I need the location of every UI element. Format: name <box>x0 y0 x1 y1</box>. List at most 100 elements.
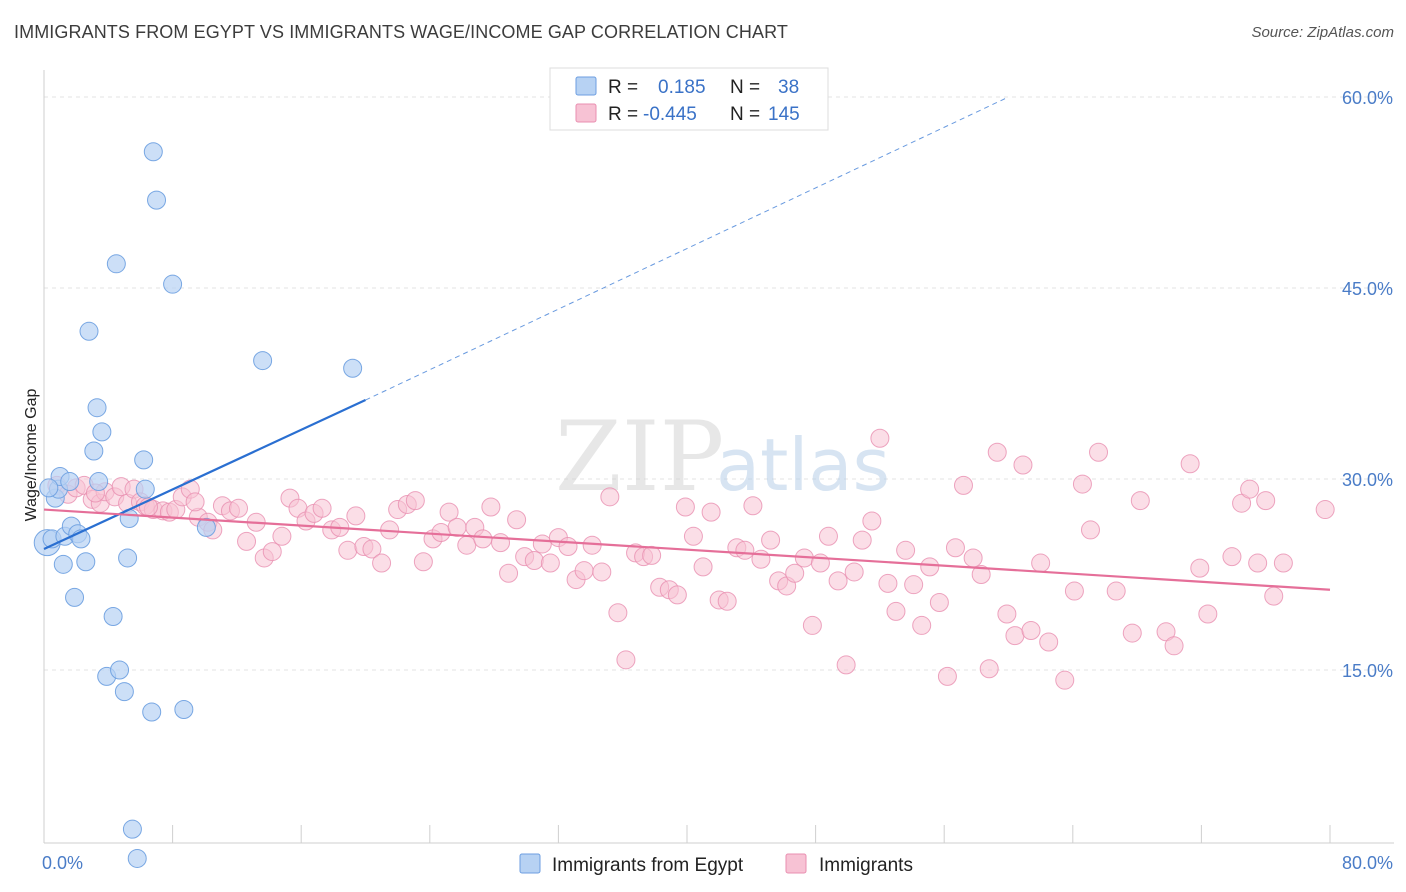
immigrants-point <box>693 557 713 577</box>
immigrants-point <box>667 585 687 605</box>
bottom-legend-swatch-egypt <box>519 853 541 874</box>
immigrants-point <box>717 591 737 611</box>
egypt-point <box>142 702 162 722</box>
egypt-point <box>253 351 273 371</box>
immigrants-point <box>431 522 451 542</box>
immigrants-point <box>852 530 872 550</box>
immigrants-point <box>1256 491 1276 511</box>
immigrants-point <box>953 475 973 495</box>
y-tick-label: 30.0% <box>1342 470 1393 490</box>
immigrants-point <box>1190 558 1210 578</box>
immigrants-point <box>338 540 358 560</box>
immigrants-point <box>912 615 932 635</box>
y-axis-label: Wage/Income Gap <box>23 389 40 522</box>
immigrants-point <box>862 511 882 531</box>
immigrants-point <box>920 557 940 577</box>
egypt-point <box>76 552 96 572</box>
immigrants-point <box>1089 442 1109 462</box>
source-label: Source: ZipAtlas.com <box>1251 24 1394 41</box>
immigrants-point <box>272 526 292 546</box>
immigrants-point <box>1248 553 1268 573</box>
immigrants-point <box>945 538 965 558</box>
legend-r-value-egypt: 0.185 <box>658 77 706 98</box>
egypt-point <box>92 422 112 442</box>
immigrants-point <box>836 655 856 675</box>
immigrants-point <box>963 548 983 568</box>
bottom-legend-swatch-immigrants <box>785 853 807 874</box>
legend: R = 0.185 N = 38 R = -0.445 N = 145 <box>549 67 829 131</box>
legend-swatch-immigrants <box>575 103 597 123</box>
immigrants-point <box>457 535 477 555</box>
immigrants-point <box>312 498 332 518</box>
immigrants-point <box>878 573 898 593</box>
immigrants-point <box>1315 500 1335 520</box>
immigrants-point <box>1072 474 1092 494</box>
legend-n-value-immigrants: 145 <box>768 104 800 125</box>
egypt-point <box>84 441 104 461</box>
grid-lines <box>44 96 1394 671</box>
egypt-point <box>147 190 167 210</box>
immigrants-point <box>979 659 999 679</box>
immigrants-point <box>1164 636 1184 656</box>
immigrants-point <box>735 540 755 560</box>
bottom-legend: Immigrants from Egypt Immigrants <box>519 853 913 876</box>
immigrants-point <box>362 539 382 559</box>
immigrants-point <box>185 492 205 512</box>
egypt-point <box>53 554 73 574</box>
immigrants-point <box>870 428 890 448</box>
immigrants-point <box>507 510 527 530</box>
immigrants-point <box>1273 553 1293 573</box>
chart-title: IMMIGRANTS FROM EGYPT VS IMMIGRANTS WAGE… <box>14 22 788 42</box>
immigrants-point <box>608 603 628 623</box>
immigrants-point <box>405 491 425 511</box>
egypt-point <box>343 358 363 378</box>
y-tick-label: 15.0% <box>1342 661 1393 681</box>
immigrants-point <box>346 506 366 526</box>
watermark: ZIP atlas <box>555 401 890 513</box>
immigrants-point <box>683 526 703 546</box>
immigrants-point <box>675 497 695 517</box>
immigrants-point <box>1013 455 1033 475</box>
x-tick-labels: 0.0% 80.0% <box>42 853 1393 873</box>
immigrants-point <box>1031 553 1051 573</box>
immigrants-point <box>802 615 822 635</box>
immigrants-point <box>499 563 519 583</box>
immigrants-point <box>1130 491 1150 511</box>
legend-r-label-immigrants: R = <box>608 104 638 125</box>
immigrants-point <box>532 534 552 554</box>
immigrants-point <box>592 562 612 582</box>
legend-n-value-egypt: 38 <box>778 77 799 98</box>
immigrants-point <box>1222 547 1242 567</box>
legend-n-label-egypt: N = <box>730 77 760 98</box>
immigrants-point <box>818 526 838 546</box>
immigrants-point <box>1180 454 1200 474</box>
immigrants-point <box>743 496 763 516</box>
egypt-point <box>135 479 155 499</box>
egypt-point <box>60 472 80 492</box>
egypt-point <box>79 321 99 341</box>
immigrants-point <box>1264 586 1284 606</box>
immigrants-point <box>904 575 924 595</box>
immigrants-point <box>1080 520 1100 540</box>
legend-swatch-egypt <box>575 76 597 96</box>
immigrants-point <box>987 442 1007 462</box>
egypt-point <box>103 607 123 627</box>
egypt-point <box>127 848 147 868</box>
immigrants-point <box>540 553 560 573</box>
egypt-point <box>174 699 194 719</box>
egypt-trend-extension <box>365 96 1009 401</box>
egypt-point <box>110 660 130 680</box>
immigrants-point <box>1055 670 1075 690</box>
immigrants-point <box>896 540 916 560</box>
immigrants-point <box>473 529 493 549</box>
immigrants-point <box>701 502 721 522</box>
immigrants-point <box>971 565 991 584</box>
immigrants-point <box>1122 623 1142 643</box>
immigrants-point <box>642 545 662 565</box>
immigrants-point <box>929 593 949 613</box>
egypt-point <box>118 548 138 568</box>
immigrants-point <box>1039 632 1059 652</box>
watermark-zip: ZIP <box>555 401 724 513</box>
y-tick-label: 60.0% <box>1342 88 1393 108</box>
